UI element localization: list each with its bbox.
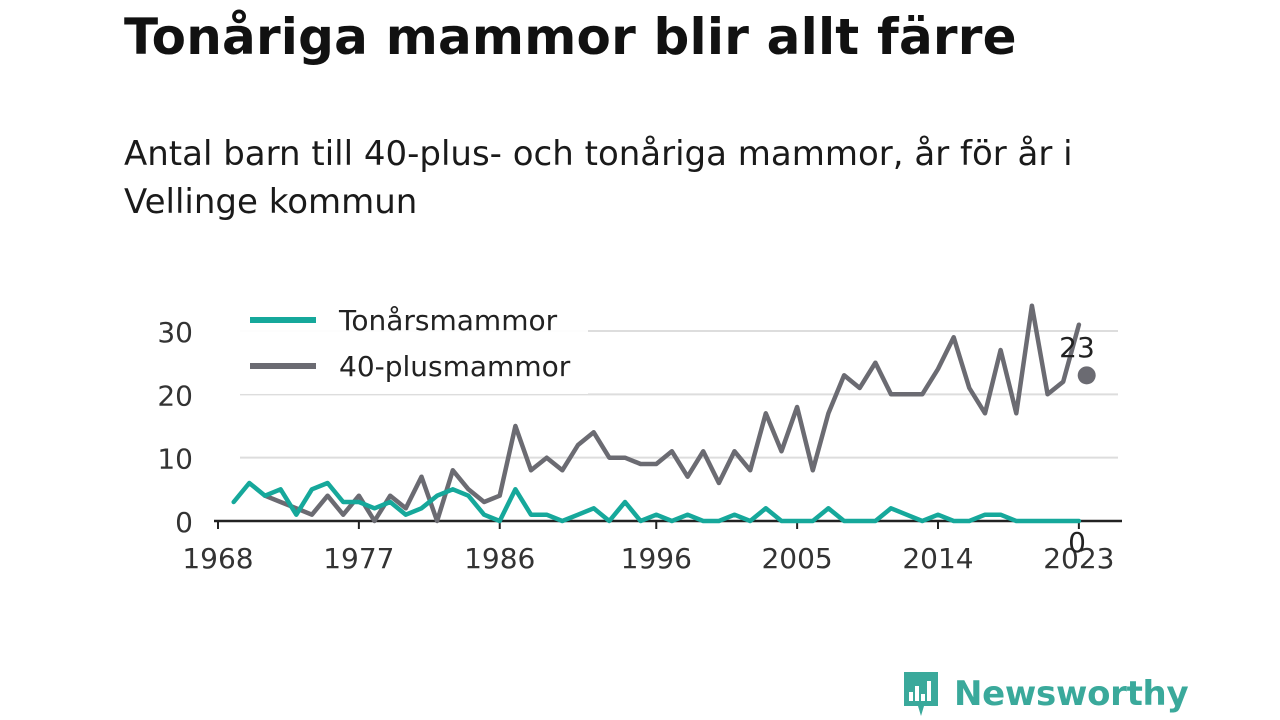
end-label-tonarsmammor: 0 [1068,526,1086,559]
end-label-40-plusmammor: 23 [1059,331,1095,364]
legend-background [240,296,588,394]
x-tick-label: 2005 [761,542,832,575]
x-tick-label: 1986 [464,542,535,575]
series-line-tonarsmammor [231,480,1082,524]
y-tick-label: 20 [157,379,193,412]
end-point-40-plusmammor [1077,366,1096,385]
x-tick-label: 2014 [902,542,973,575]
x-tick-label: 1968 [182,542,253,575]
y-tick-label: 10 [157,443,193,476]
legend-label: 40-plusmammor [339,350,571,383]
newsworthy-brand: Newsworthy [900,668,1189,720]
newsworthy-logo-icon [904,672,938,716]
legend: Tonårsmammor 40-plusmammor [240,296,588,394]
legend-label: Tonårsmammor [338,304,558,337]
chart-subtitle: Antal barn till 40-plus- och tonåriga ma… [124,134,1073,222]
x-tick-label: 1996 [621,542,692,575]
series-line-40-plusmammor [262,303,1082,524]
x-tick-label: 2023 [1043,542,1114,575]
brand-name: Newsworthy [954,674,1189,714]
y-tick-label: 0 [175,506,193,539]
series: 23 0 [231,303,1096,559]
x-tick-label: 1977 [323,542,394,575]
line-chart: 0 10 20 30 1968 1977 1986 1996 2005 2014 2023 230 … [157,296,1122,575]
y-tick-label: 30 [157,316,193,349]
chart-title: Tonåriga mammor blir allt färre [124,8,1017,66]
axes: 0 10 20 30 1968 1977 1986 1996 2005 2014 2023 [157,316,1122,575]
